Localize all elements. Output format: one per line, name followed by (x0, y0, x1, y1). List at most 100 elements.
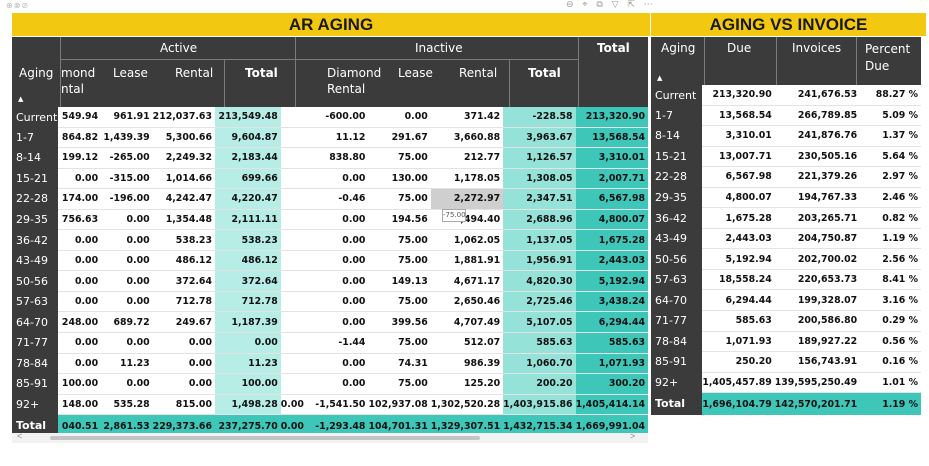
table-cell[interactable]: 1,014.66 (152, 168, 215, 190)
table-cell[interactable]: 1,308.05 (503, 168, 576, 190)
table-cell-due[interactable]: 1,405,457.89 (702, 372, 775, 394)
table-cell[interactable]: 200.20 (503, 373, 576, 395)
table-cell[interactable]: 1,956.91 (503, 250, 576, 272)
row-label[interactable]: 15-21 (12, 168, 59, 189)
table-cell[interactable]: 0.00 (280, 414, 307, 438)
row-label[interactable]: Total (651, 392, 703, 416)
table-cell[interactable]: 372.64 (152, 270, 215, 292)
table-cell[interactable]: -1.44 (306, 332, 369, 354)
table-cell[interactable]: 3,310.01 (575, 147, 648, 169)
table-cell[interactable]: 300.20 (575, 373, 648, 395)
table-cell[interactable]: 0.00 (101, 250, 153, 272)
table-cell[interactable]: 2,183.44 (214, 147, 281, 169)
table-cell-due[interactable]: 1,675.28 (702, 207, 775, 229)
row-label[interactable]: 1-7 (651, 105, 703, 126)
table-cell[interactable]: 1,062.05 (430, 229, 504, 251)
table-cell[interactable]: 1,329,307.51 (430, 414, 504, 438)
table-cell-pct[interactable]: 0.29 % (860, 310, 921, 332)
table-cell[interactable]: 237,275.70 (214, 414, 281, 438)
table-cell-pct[interactable]: 8.41 % (860, 269, 921, 291)
table-cell[interactable]: 75.00 (368, 332, 431, 354)
row-label[interactable]: 71-77 (12, 332, 59, 354)
table-cell[interactable]: 75.00 (368, 291, 431, 313)
horizontal-scrollbar[interactable]: < > (12, 431, 648, 443)
table-cell-pct[interactable]: 1.19 % (860, 392, 921, 416)
table-cell[interactable]: -1,293.48 (306, 414, 369, 438)
scroll-left-icon[interactable]: < (17, 431, 23, 441)
row-label[interactable]: 78-84 (12, 353, 59, 374)
table-cell[interactable]: 0.00 (306, 311, 369, 334)
table-cell-inv[interactable]: 156,743.91 (774, 351, 861, 373)
table-cell[interactable]: 1,060.70 (503, 353, 576, 375)
row-label[interactable]: Current (12, 107, 59, 128)
table-cell[interactable]: 372.64 (214, 270, 281, 292)
table-cell[interactable]: 149.13 (368, 270, 431, 292)
table-cell-inv[interactable]: 199,328.07 (774, 289, 861, 312)
table-cell[interactable]: 13,568.54 (575, 127, 648, 149)
table-cell[interactable]: 0.00 (306, 270, 369, 292)
table-cell[interactable]: 2,272.97 (430, 188, 504, 210)
table-cell[interactable]: 0.00 (280, 394, 307, 416)
table-cell[interactable]: 0.00 (58, 168, 102, 190)
table-cell[interactable]: 1,354.48 (152, 209, 215, 231)
table-cell-inv[interactable]: 202,700.02 (774, 248, 861, 270)
table-cell[interactable]: 2,443.03 (575, 250, 648, 272)
table-cell-pct[interactable]: 3.16 % (860, 289, 921, 312)
table-cell[interactable]: 229,373.66 (152, 414, 215, 438)
table-cell[interactable] (280, 353, 307, 375)
table-cell-pct[interactable]: 0.56 % (860, 331, 921, 353)
invoices-column-header[interactable]: Invoices (792, 41, 842, 55)
row-label[interactable]: 78-84 (651, 331, 703, 352)
aging-column-header[interactable]: Aging (661, 41, 696, 55)
table-cell[interactable]: 130.00 (368, 168, 431, 190)
table-cell[interactable]: 11.23 (214, 353, 281, 375)
row-label[interactable]: 85-91 (12, 373, 59, 395)
table-cell[interactable] (280, 147, 307, 169)
table-cell[interactable] (280, 373, 307, 395)
table-cell[interactable]: 4,242.47 (152, 188, 215, 210)
table-cell[interactable]: 4,707.49 (430, 311, 504, 334)
table-cell-inv[interactable]: 230,505.16 (774, 146, 861, 168)
table-cell[interactable]: 535.28 (101, 394, 153, 416)
table-cell-due[interactable]: 5,192.94 (702, 248, 775, 270)
table-cell[interactable]: 291.67 (368, 127, 431, 149)
table-cell[interactable]: 213,320.90 (575, 107, 648, 128)
active-rental-header[interactable]: Rental (175, 66, 214, 80)
table-cell[interactable]: 0.00 (58, 291, 102, 313)
table-cell-inv[interactable]: 266,789.85 (774, 105, 861, 127)
table-cell[interactable]: 0.00 (101, 332, 153, 354)
table-cell[interactable]: 712.78 (152, 291, 215, 313)
table-cell-inv[interactable]: 220,653.73 (774, 269, 861, 291)
table-cell[interactable]: 0.00 (152, 353, 215, 375)
table-cell-inv[interactable]: 139,595,250.49 (774, 372, 861, 394)
table-cell[interactable]: 6,567.98 (575, 188, 648, 210)
table-cell[interactable]: 699.66 (214, 168, 281, 190)
table-cell[interactable]: 11.23 (101, 353, 153, 375)
table-cell[interactable]: 512.07 (430, 332, 504, 354)
table-cell[interactable]: 212,037.63 (152, 107, 215, 128)
table-cell[interactable]: 2,861.53 (101, 414, 153, 438)
inactive-diamond-rental-header[interactable]: Diamond Rental (327, 66, 382, 96)
table-cell[interactable] (280, 270, 307, 292)
table-cell[interactable]: 1,137.05 (503, 229, 576, 251)
table-cell[interactable]: 213,549.48 (214, 107, 281, 128)
table-cell[interactable]: 986.39 (430, 353, 504, 375)
table-cell[interactable]: 2,688.96 (503, 209, 576, 231)
table-cell[interactable]: 4,671.17 (430, 270, 504, 292)
table-cell[interactable]: 2,007.71 (575, 168, 648, 190)
table-cell[interactable]: 486.12 (152, 250, 215, 272)
row-label[interactable]: 22-28 (651, 166, 703, 188)
active-diamond-rental-header[interactable]: mond ntal (61, 66, 96, 96)
table-cell[interactable]: 125.20 (430, 373, 504, 395)
table-cell[interactable]: 0.00 (152, 332, 215, 354)
table-cell[interactable]: 1,498.28 (214, 394, 281, 416)
table-cell[interactable]: 0.00 (306, 229, 369, 251)
table-cell[interactable]: 249.67 (152, 311, 215, 334)
table-cell[interactable]: 100.00 (58, 373, 102, 395)
table-cell-inv[interactable]: 194,767.33 (774, 187, 861, 209)
table-cell[interactable] (280, 188, 307, 210)
table-cell-inv[interactable]: 203,265.71 (774, 207, 861, 229)
table-cell-due[interactable]: 13,568.54 (702, 105, 775, 127)
table-cell[interactable]: 6,294.44 (575, 311, 648, 334)
table-cell[interactable]: 5,107.05 (503, 311, 576, 334)
